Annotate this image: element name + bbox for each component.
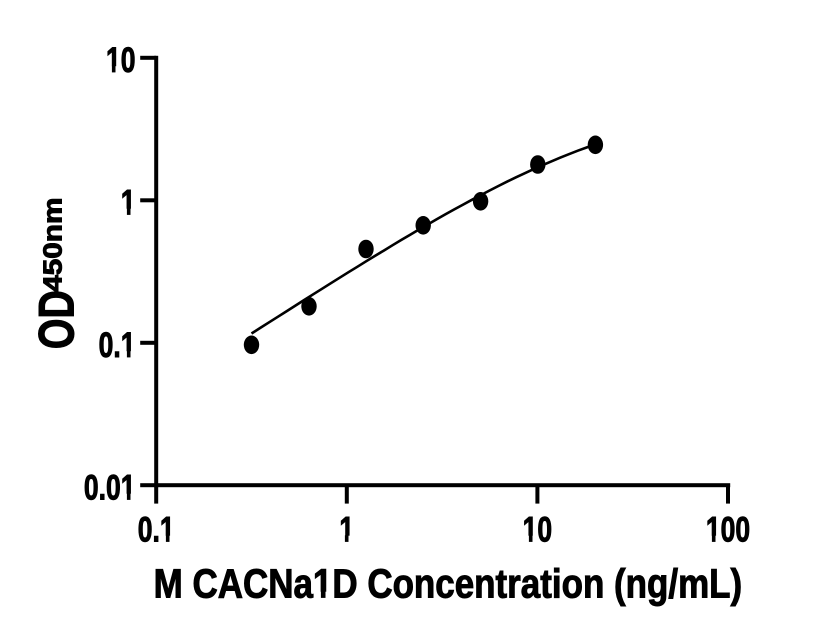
svg-text:0.1: 0.1 bbox=[99, 325, 136, 365]
svg-text:M CACNa1D Concentration (ng/mL: M CACNa1D Concentration (ng/mL) bbox=[154, 562, 743, 607]
svg-text:450nm: 450nm bbox=[38, 198, 67, 292]
svg-text:OD: OD bbox=[28, 290, 85, 349]
